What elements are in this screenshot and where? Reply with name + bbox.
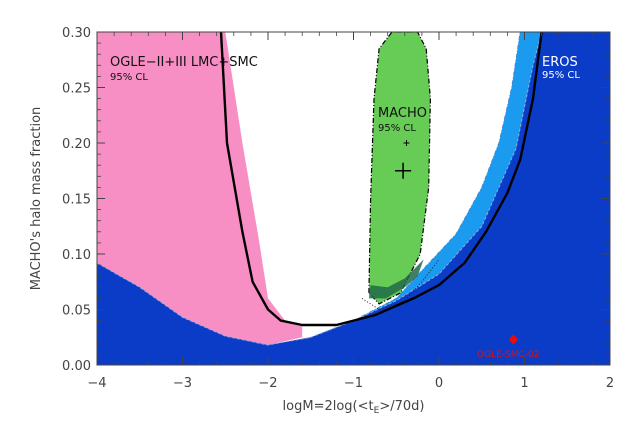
y-tick-label: 0.00 — [62, 359, 91, 374]
ogle-smc-02-marker — [508, 334, 519, 345]
x-axis-label: logM=2log(<tE>/70d) — [283, 399, 425, 416]
eros-band — [353, 32, 542, 321]
x-tick-label: −1 — [344, 376, 363, 391]
macho-region — [368, 32, 432, 305]
ogle-smc-02-label: OGLE-SMC-02 — [477, 350, 539, 360]
plot-area — [97, 32, 610, 365]
y-axis-label: MACHO's halo mass fraction — [29, 107, 44, 291]
y-tick-label: 0.05 — [62, 304, 91, 319]
x-tick-label: 2 — [606, 376, 614, 391]
x-tick-label: 1 — [520, 376, 528, 391]
ogle-title-label: OGLE−II+III LMC+SMC — [110, 55, 258, 70]
eros-title-label: EROS — [542, 55, 578, 70]
ogle-boundary-curve — [219, 32, 543, 327]
ogle-cl-label: 95% CL — [110, 72, 148, 83]
y-tick-label: 0.30 — [62, 26, 91, 41]
y-tick-label: 0.15 — [62, 193, 91, 208]
x-tick-label: −4 — [87, 376, 106, 391]
x-tick-label: −3 — [173, 376, 192, 391]
macho-cl-label: 95% CL — [378, 123, 416, 134]
macho-title-label: MACHO — [378, 106, 427, 121]
macho-overlap-region — [368, 259, 424, 299]
x-tick-label: −2 — [258, 376, 277, 391]
eros-edge — [353, 32, 521, 322]
y-tick-label: 0.10 — [62, 248, 91, 263]
y-tick-label: 0.20 — [62, 137, 91, 152]
eros-pointer — [489, 70, 513, 100]
eros-cl-label: 95% CL — [542, 70, 580, 81]
axes: −4 −3 −2 −1 0 1 2 0.00 0.05 0.10 0.15 0.20 0.25 0.30 l… — [29, 26, 614, 416]
ogle-pink-region — [97, 32, 303, 345]
y-tick-label: 0.25 — [62, 82, 91, 97]
x-tick-label: 0 — [435, 376, 443, 391]
regions — [97, 32, 610, 365]
ogle-excluded-region — [97, 32, 610, 365]
